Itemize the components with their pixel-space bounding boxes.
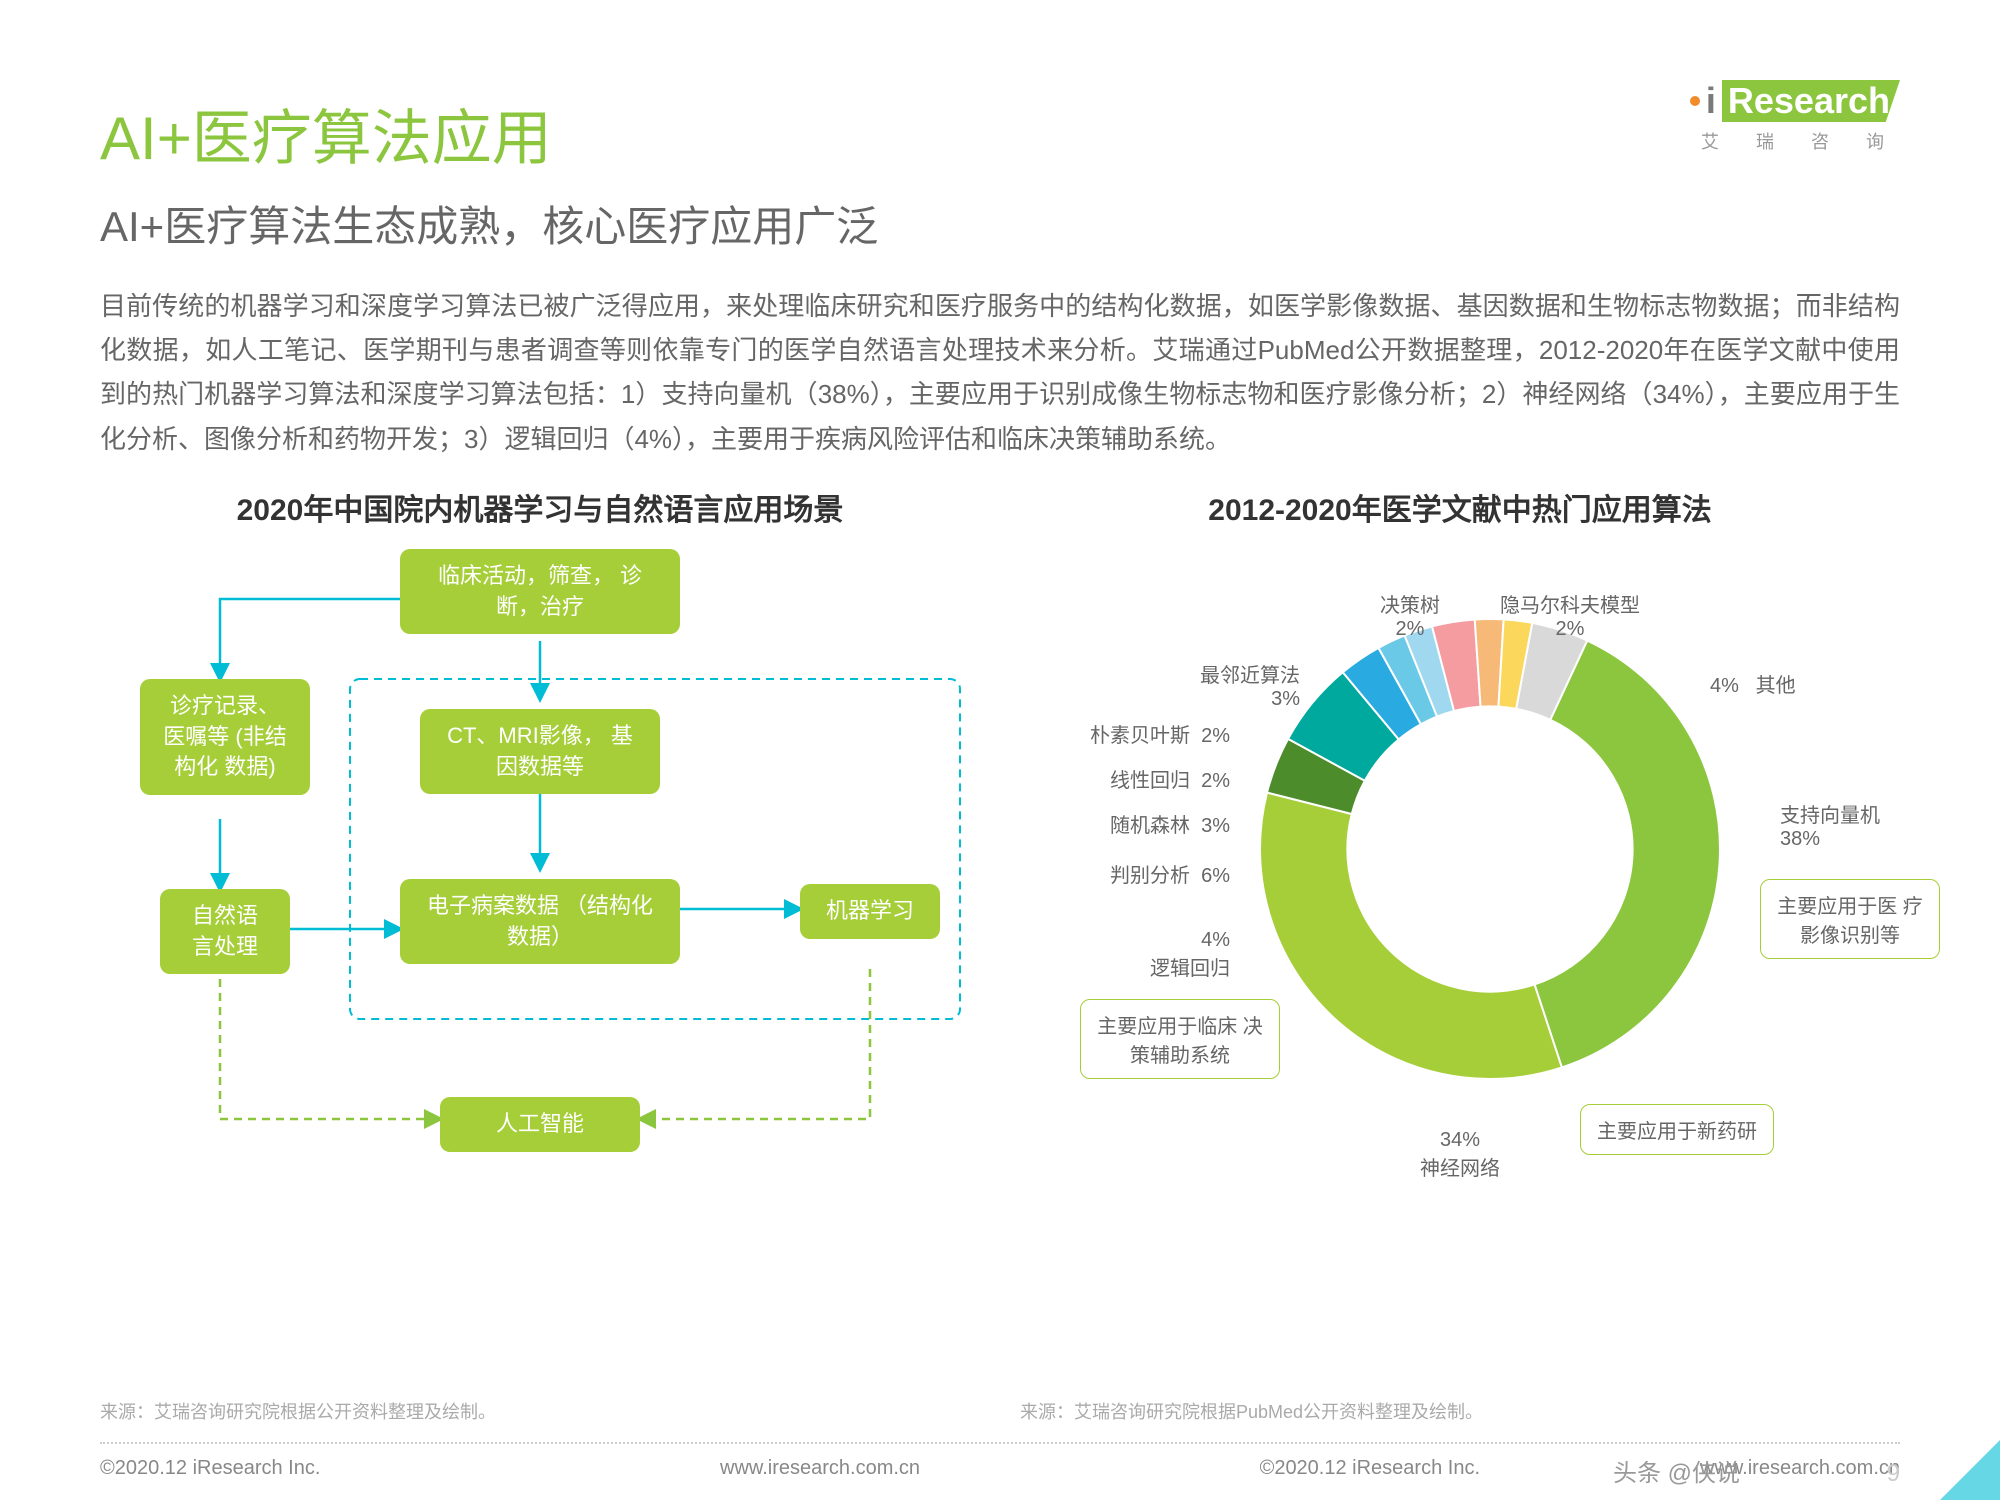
logo-subtitle: 艾 瑞 咨 询 [1690, 128, 1900, 154]
footer-divider [100, 1442, 1900, 1444]
logo-prefix: i [1706, 80, 1716, 122]
lbl-svm-pct: 38% [1780, 828, 1820, 850]
lbl-lr: 线性回归 [1110, 770, 1190, 792]
donut-title: 2012-2020年医学文献中热门应用算法 [1020, 485, 1900, 529]
source-right: 来源：艾瑞咨询研究院根据PubMed公开资料整理及绘制。 [1020, 1398, 1483, 1424]
node-imaging: CT、MRI影像， 基因数据等 [420, 709, 660, 795]
lbl-nn: 神经网络 [1420, 1158, 1500, 1180]
node-ai: 人工智能 [440, 1097, 640, 1152]
lbl-dt: 决策树 [1380, 595, 1440, 617]
flowchart: 临床活动，筛查， 诊断，治疗 诊疗记录、 医嘱等 (非结构化 数据) CT、MR… [100, 549, 980, 1189]
lbl-logit-pct: 4% [1201, 929, 1230, 951]
corner-accent-icon [1940, 1440, 2000, 1500]
lbl-knn: 最邻近算法 [1200, 665, 1300, 687]
page-subtitle: AI+医疗算法生态成熟，核心医疗应用广泛 [100, 193, 1900, 254]
copyright-left: ©2020.12 iResearch Inc. [100, 1457, 320, 1480]
node-nlp: 自然语 言处理 [160, 889, 290, 975]
copyright-right: ©2020.12 iResearch Inc. [1260, 1457, 1480, 1480]
callout-nn: 主要应用于新药研 [1580, 1104, 1774, 1155]
page-title: AI+医疗算法应用 [100, 90, 1900, 177]
donut-panel: 2012-2020年医学文献中热门应用算法 支持向量机 38% 34% 神经网络… [1020, 485, 1900, 1189]
lbl-logit: 逻辑回归 [1150, 958, 1230, 980]
flowchart-panel: 2020年中国院内机器学习与自然语言应用场景 [100, 485, 980, 1189]
watermark: 头条 @侠说 [1613, 1453, 1740, 1488]
lbl-knn-pct: 3% [1271, 688, 1300, 710]
lbl-rf-pct: 3% [1201, 815, 1230, 837]
brand-logo: i Research 艾 瑞 咨 询 [1690, 80, 1900, 154]
lbl-da-pct: 6% [1201, 865, 1230, 887]
lbl-hmm: 隐马尔科夫模型 [1500, 595, 1640, 617]
page-number: 9 [1887, 1460, 1900, 1488]
logo-brand: Research [1722, 80, 1900, 122]
lbl-nb: 朴素贝叶斯 [1090, 725, 1190, 747]
lbl-da: 判别分析 [1110, 865, 1190, 887]
node-ml: 机器学习 [800, 884, 940, 939]
lbl-other: 其他 [1756, 675, 1796, 697]
site-left: www.iresearch.com.cn [720, 1457, 920, 1480]
logo-dot-icon [1690, 96, 1700, 106]
callout-logit: 主要应用于临床 决策辅助系统 [1080, 999, 1280, 1079]
lbl-nb-pct: 2% [1201, 725, 1230, 747]
lbl-nn-pct: 34% [1440, 1129, 1480, 1151]
lbl-hmm-pct: 2% [1556, 618, 1585, 640]
lbl-dt-pct: 2% [1396, 618, 1425, 640]
node-clinical: 临床活动，筛查， 诊断，治疗 [400, 549, 680, 635]
lbl-lr-pct: 2% [1201, 770, 1230, 792]
donut-slice [1535, 640, 1720, 1067]
lbl-other-pct: 4% [1710, 675, 1739, 697]
donut-chart: 支持向量机 38% 34% 神经网络 4% 逻辑回归 判别分析 6% 随机森林 [1020, 549, 1900, 1189]
donut-slice [1260, 792, 1562, 1078]
lbl-rf: 随机森林 [1110, 815, 1190, 837]
node-ehr: 电子病案数据 （结构化数据） [400, 879, 680, 965]
source-left: 来源：艾瑞咨询研究院根据公开资料整理及绘制。 [100, 1398, 496, 1424]
node-records: 诊疗记录、 医嘱等 (非结构化 数据) [140, 679, 310, 795]
body-paragraph: 目前传统的机器学习和深度学习算法已被广泛得应用，来处理临床研究和医疗服务中的结构… [100, 284, 1900, 461]
flowchart-title: 2020年中国院内机器学习与自然语言应用场景 [100, 485, 980, 529]
lbl-svm: 支持向量机 [1780, 805, 1880, 827]
callout-svm: 主要应用于医 疗影像识别等 [1760, 879, 1940, 959]
